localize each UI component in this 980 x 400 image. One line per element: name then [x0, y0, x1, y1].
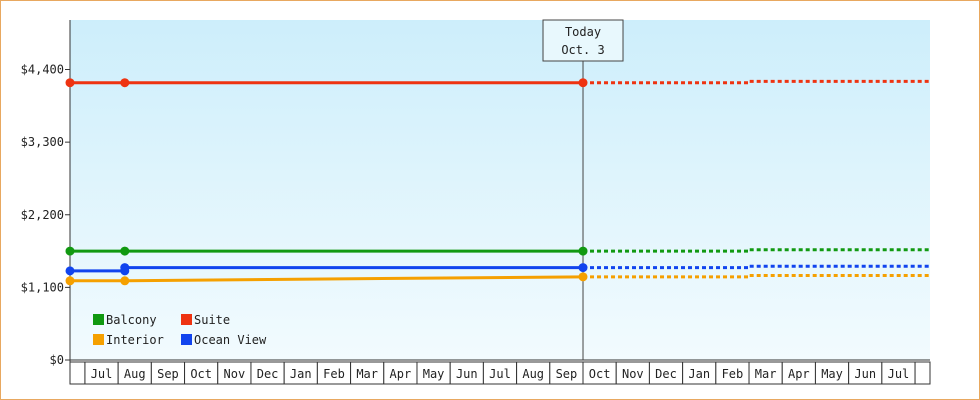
plot-area: [70, 20, 930, 360]
point: [120, 276, 130, 286]
legend-swatch: [93, 314, 104, 325]
legend-label: Ocean View: [194, 333, 267, 347]
y-tick-label: $2,200: [21, 208, 64, 222]
x-tick-label: Oct: [190, 367, 212, 381]
x-tick-label: Feb: [323, 367, 345, 381]
today-label: Today: [565, 25, 601, 39]
point: [578, 78, 588, 88]
x-tick-label: Jun: [456, 367, 478, 381]
today-date: Oct. 3: [561, 43, 604, 57]
point: [578, 272, 588, 282]
x-tick-label: May: [821, 367, 843, 381]
x-tick-label: Jul: [888, 367, 910, 381]
legend-label: Suite: [194, 313, 230, 327]
x-cell: [914, 361, 931, 385]
legend-swatch: [181, 334, 192, 345]
x-tick-label: Apr: [390, 367, 412, 381]
x-tick-label: Dec: [655, 367, 677, 381]
point: [578, 246, 588, 256]
x-tick-label: Nov: [622, 367, 644, 381]
x-tick-label: Feb: [722, 367, 744, 381]
x-tick-label: Jan: [688, 367, 710, 381]
x-tick-label: Jun: [854, 367, 876, 381]
x-tick-label: Dec: [257, 367, 279, 381]
point: [65, 266, 75, 276]
x-tick-label: Nov: [224, 367, 246, 381]
point: [120, 246, 130, 256]
x-tick-label: Mar: [356, 367, 378, 381]
point: [65, 276, 75, 286]
x-tick-label: Sep: [157, 367, 179, 381]
x-tick-label: Aug: [124, 367, 146, 381]
legend-swatch: [181, 314, 192, 325]
point: [65, 78, 75, 88]
legend-label: Balcony: [106, 313, 157, 327]
x-tick-label: Sep: [556, 367, 578, 381]
point: [120, 263, 130, 273]
x-tick-label: Jul: [91, 367, 113, 381]
x-tick-label: May: [423, 367, 445, 381]
y-tick-label: $1,100: [21, 280, 64, 294]
point: [120, 78, 130, 88]
y-tick-label: $3,300: [21, 135, 64, 149]
x-tick-label: Aug: [522, 367, 544, 381]
y-tick-label: $0: [50, 353, 64, 367]
x-tick-label: Oct: [589, 367, 611, 381]
x-tick-label: Apr: [788, 367, 810, 381]
today-box: [542, 19, 624, 62]
y-tick-label: $4,400: [21, 63, 64, 77]
x-cell: [69, 361, 86, 385]
point: [65, 246, 75, 256]
x-tick-label: Jan: [290, 367, 312, 381]
legend-label: Interior: [106, 333, 164, 347]
legend-swatch: [93, 334, 104, 345]
x-tick-label: Jul: [489, 367, 511, 381]
x-tick-label: Mar: [755, 367, 777, 381]
point: [578, 263, 588, 273]
